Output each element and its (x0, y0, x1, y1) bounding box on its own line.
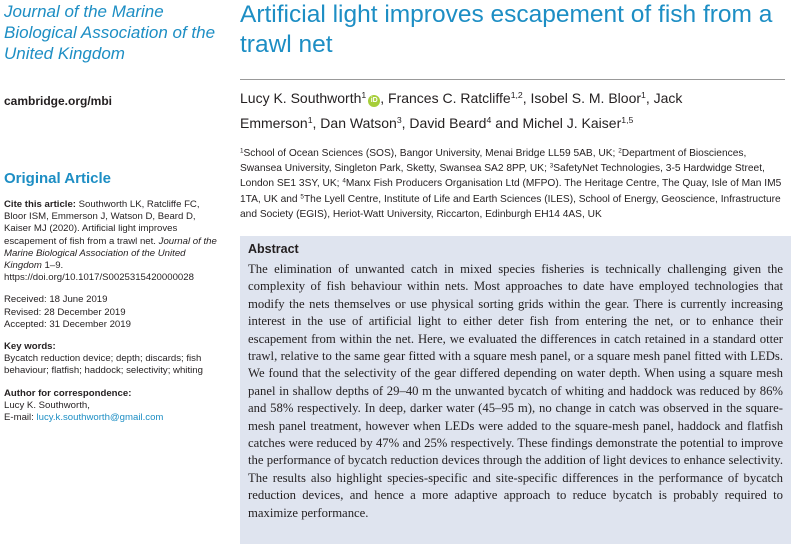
date: Revised: 28 December 2019 (4, 306, 126, 318)
citation-rest: 1–9. https://doi.org/10.1017/S0025315420… (4, 260, 194, 284)
abstract-heading: Abstract (248, 242, 299, 256)
journal-url: cambridge.org/mbi (4, 94, 113, 108)
keywords: Key words: Bycatch reduction device; dept… (4, 341, 222, 378)
author-sup: 1 (641, 90, 646, 101)
author-sup: 1 (307, 115, 313, 126)
affiliation-sup: 4 (342, 177, 346, 185)
author-name: Isobel S. M. Bloor (530, 90, 642, 106)
author-separator: , (380, 90, 385, 106)
author-separator: and (495, 115, 519, 131)
affiliation-text: The Lyell Centre, Institute of Life and … (240, 193, 781, 220)
affiliation-text: Department of Biosciences, Swansea Unive… (240, 148, 747, 175)
affiliation-text: Manx Fish Producers Organisation Ltd (MF… (240, 178, 782, 205)
correspondence-name: Lucy K. Southworth, (4, 399, 90, 411)
correspondence: Author for correspondence: Lucy K. Southw… (4, 388, 222, 425)
abstract-text: The elimination of unwanted catch in mix… (248, 262, 783, 520)
author-separator: , (312, 115, 317, 131)
affiliation-text: SafetyNet Technologies, 3-5 Hardwidge St… (240, 163, 765, 190)
affiliation-sup: 1 (240, 147, 244, 155)
email[interactable]: lucy.k.southworth@gmail.com (36, 412, 164, 424)
citation: Cite this article: Southworth LK, Ratcli… (4, 199, 222, 284)
author-name: Lucy K. Southworth (240, 90, 362, 106)
correspondence-label: Author for correspondence: (4, 387, 132, 399)
orcid-icon: iD (368, 95, 381, 107)
keywords-label: Key words: (4, 341, 56, 353)
affiliation-sup: 3 (549, 162, 554, 170)
author-name: Frances C. Ratcliffe (388, 90, 511, 106)
affiliation-text: School of Ocean Sciences (SOS), Bangor U… (243, 148, 616, 159)
author-sup: 1,5 (621, 115, 634, 126)
author-name: David Beard (409, 115, 487, 131)
author-sup: 3 (396, 115, 402, 126)
author-separator: , (401, 115, 406, 131)
affiliation-sup: 2 (618, 147, 622, 155)
email-label: E-mail: (4, 412, 34, 424)
dates: Received: 18 June 2019 Revised: 28 Decemb… (4, 294, 222, 331)
citation-journal: Journal of the Marine Biological Associa… (4, 235, 217, 272)
sidebar: Cite this article: Southworth LK, Ratcli… (4, 199, 222, 434)
date: Received: 18 June 2019 (4, 294, 108, 306)
keywords-text: Bycatch reduction device; depth; discard… (4, 353, 203, 377)
author-sup: 1 (361, 90, 367, 101)
author-separator: , (645, 90, 650, 106)
date: Accepted: 31 December 2019 (4, 318, 131, 330)
article-title: Artificial light improves escapement of … (240, 1, 773, 58)
authors: Lucy K. Southworth1iD, Frances C. Ratcli… (240, 86, 750, 136)
affiliations: 1School of Ocean Sciences (SOS), Bangor … (240, 146, 785, 222)
article-type: Original Article (4, 170, 111, 187)
citation-label: Cite this article: (4, 199, 76, 210)
author-name: Jack Emmerson (240, 90, 683, 131)
author-name: Michel J. Kaiser (522, 115, 622, 131)
citation-text: Southworth LK, Ratcliffe FC, Bloor ISM, … (4, 199, 200, 247)
author-sup: 4 (486, 115, 492, 126)
affiliation-sup: 5 (300, 193, 304, 201)
abstract: Abstract The elimination of unwanted cat… (240, 236, 791, 544)
author-sup: 1,2 (510, 90, 523, 101)
journal-name: Journal of the Marine Biological Associa… (4, 2, 216, 63)
author-name: Dan Watson (320, 115, 397, 131)
rule (240, 79, 785, 80)
author-separator: , (522, 90, 527, 106)
